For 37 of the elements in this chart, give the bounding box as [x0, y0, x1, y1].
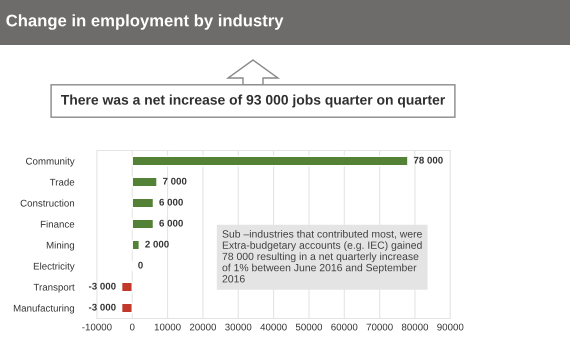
- x-tick-label: 80000: [402, 324, 428, 330]
- data-label: 0: [138, 262, 143, 269]
- y-tick-label: Transport: [34, 284, 75, 293]
- bar: [120, 282, 133, 292]
- data-label: 6 000: [159, 198, 183, 206]
- x-tick-label: 60000: [331, 324, 358, 330]
- bar: [132, 156, 409, 166]
- bar: [132, 240, 140, 250]
- data-label: 7 000: [162, 178, 186, 185]
- y-tick-label: Finance: [40, 220, 74, 228]
- x-tick-label: 90000: [437, 324, 464, 330]
- data-label: 2 000: [145, 240, 169, 248]
- bar: [132, 176, 158, 188]
- chart-title: Change in employment by industry: [6, 14, 284, 30]
- x-tick-label: 30000: [225, 324, 252, 330]
- data-label: 78 000: [414, 156, 443, 164]
- bar: [120, 302, 133, 314]
- x-tick-label: -10000: [82, 324, 112, 330]
- bar: [132, 198, 154, 208]
- x-tick-label: 0: [130, 324, 135, 330]
- y-tick-label: Mining: [46, 241, 74, 251]
- y-tick-label: Community: [26, 157, 75, 167]
- x-tick-label: 20000: [190, 324, 216, 330]
- annotation: Sub –industries that contributed most, were Extra-budgetary accounts (e.g. IEC) gained 78 000 resulting in a net quarterly increase of 1% between June 2016 and September 2016: [222, 230, 422, 283]
- y-tick-label: Electricity: [34, 262, 75, 272]
- y-tick-label: Manufacturing: [14, 304, 74, 314]
- x-tick-label: 70000: [366, 324, 393, 330]
- data-label: 6 000: [159, 220, 183, 227]
- y-tick-label: Construction: [20, 199, 74, 207]
- text: There was a net increase of 93 000 jobs quarter on quarter: [60, 94, 446, 108]
- data-label: -3 000: [88, 282, 116, 290]
- y-tick-label: Trade: [50, 178, 74, 186]
- bar: [132, 218, 154, 230]
- x-tick-label: 40000: [260, 324, 287, 330]
- data-label: -3 000: [88, 304, 116, 311]
- x-tick-label: 50000: [296, 324, 322, 330]
- x-tick-label: 10000: [154, 324, 181, 330]
